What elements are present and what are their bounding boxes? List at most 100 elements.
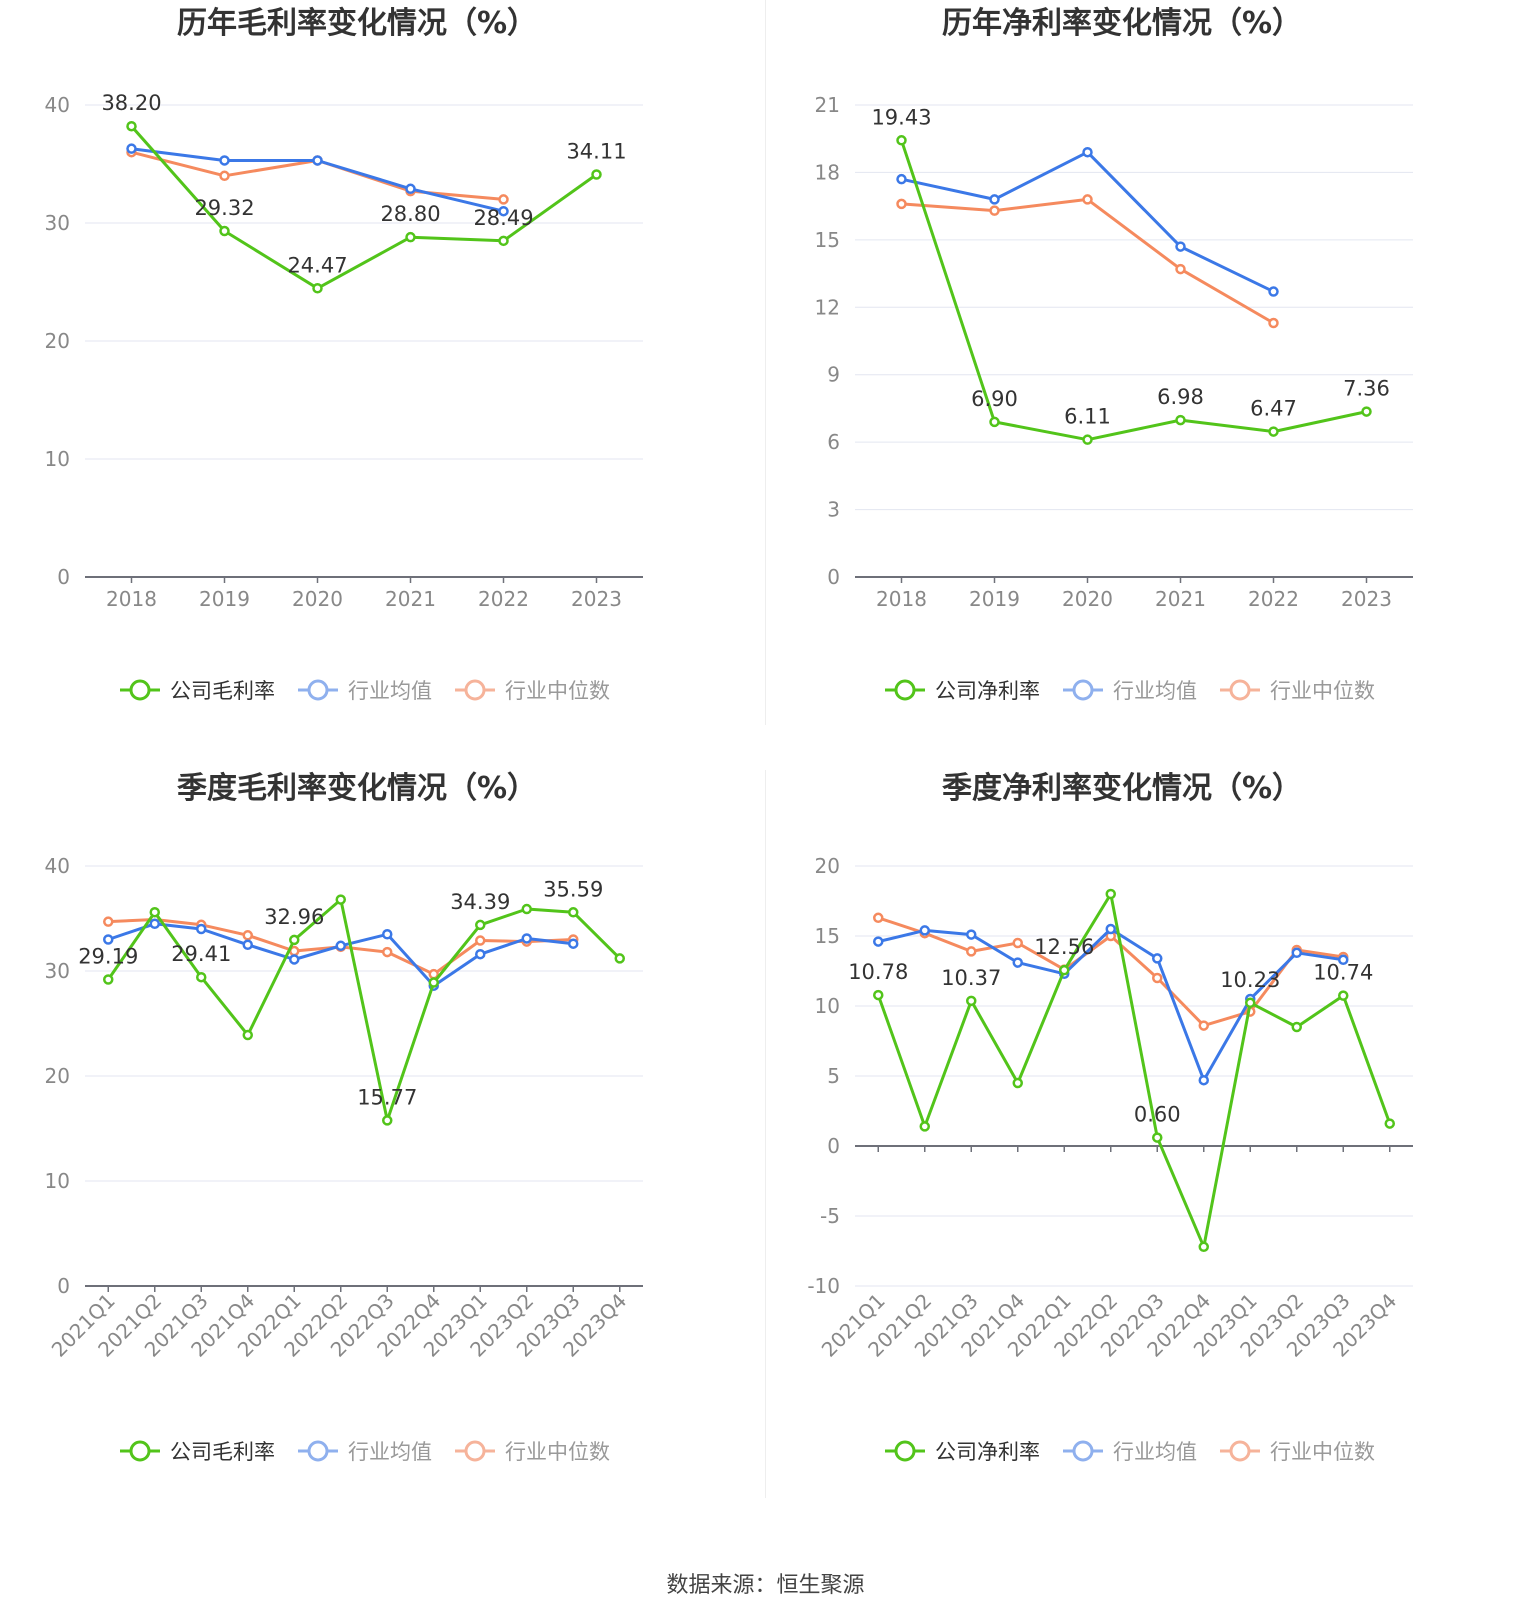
y-tick-label: 0	[57, 565, 70, 589]
divider-top	[765, 0, 766, 725]
data-point	[242, 939, 253, 950]
data-point	[1152, 953, 1163, 964]
chart-svg: 季度毛利率变化情况（%）0102030402021Q12021Q22021Q32…	[45, 771, 643, 1464]
data-label: 15.77	[357, 1085, 417, 1109]
y-tick-label: 30	[45, 211, 70, 235]
y-tick-label: 12	[815, 295, 840, 319]
data-label: 6.98	[1157, 385, 1204, 409]
chart-title: 季度净利率变化情况（%）	[942, 771, 1302, 806]
x-tick-label: 2023	[571, 587, 622, 611]
data-point	[103, 916, 114, 927]
data-point	[591, 169, 602, 180]
data-point	[475, 935, 486, 946]
data-point	[1012, 957, 1023, 968]
series-line	[901, 197, 1275, 325]
data-label: 10.74	[1313, 961, 1373, 985]
data-point	[1175, 414, 1186, 426]
data-point	[335, 894, 346, 905]
data-point	[1175, 263, 1186, 275]
data-point	[896, 173, 907, 185]
data-point	[405, 183, 416, 195]
data-point	[989, 205, 1000, 216]
y-tick-label: 20	[45, 1064, 70, 1088]
x-tick-label: 2022	[478, 587, 529, 611]
data-point	[1198, 1020, 1209, 1031]
legend-label: 行业中位数	[505, 1440, 610, 1464]
chart-title: 历年毛利率变化情况（%）	[177, 6, 537, 41]
data-point	[568, 907, 579, 918]
data-point	[1059, 964, 1070, 976]
legend-marker	[1229, 679, 1251, 701]
data-point	[103, 974, 114, 985]
y-tick-label: -5	[820, 1204, 840, 1228]
chart-svg: 历年毛利率变化情况（%） 0 10 20 30 40 2018 2019 2020 2021 202…	[45, 6, 643, 703]
data-label: 34.39	[450, 890, 510, 914]
data-point	[1291, 947, 1302, 959]
data-point	[1012, 937, 1023, 949]
data-label: 7.36	[1343, 377, 1390, 401]
legend-label: 行业均值	[348, 1440, 432, 1464]
legend-marker	[307, 679, 329, 701]
legend-label: 行业中位数	[1270, 1440, 1375, 1464]
data-point	[242, 1029, 253, 1041]
x-tick-label: 2023	[1341, 587, 1392, 611]
x-tick-label: 2021	[385, 587, 436, 611]
legend-marker	[464, 679, 486, 701]
data-label: 29.32	[194, 196, 254, 220]
data-point	[1175, 241, 1186, 252]
legend-label: 公司净利率	[935, 679, 1040, 703]
data-label: 32.96	[264, 905, 324, 929]
data-point	[219, 225, 230, 237]
legend-label: 行业中位数	[1270, 679, 1375, 703]
data-point	[568, 938, 579, 949]
data-point	[896, 198, 907, 210]
data-point	[149, 906, 160, 918]
data-point	[1105, 923, 1116, 935]
data-point	[498, 235, 509, 247]
legend-label: 公司毛利率	[170, 1440, 275, 1464]
y-tick-label: -10	[807, 1274, 840, 1298]
chart-svg: 历年净利率变化情况（%） 0 3 6 9 12 15 18 21 2018 2019 2020 2021…	[815, 6, 1413, 703]
data-point	[382, 946, 393, 958]
data-point	[498, 205, 509, 217]
data-label: 0.60	[1134, 1103, 1181, 1127]
data-point	[312, 155, 323, 166]
data-label: 10.37	[941, 966, 1001, 990]
data-label: 28.49	[473, 206, 533, 230]
series-line	[876, 892, 1392, 1249]
y-tick-label: 15	[815, 924, 840, 948]
legend-marker	[307, 1440, 329, 1462]
legend-marker	[1072, 679, 1094, 701]
data-point	[989, 416, 1000, 428]
data-point	[1152, 972, 1163, 984]
data-point	[289, 954, 300, 965]
data-point	[219, 170, 230, 182]
data-point	[1198, 1074, 1209, 1086]
data-label: 10.23	[1220, 968, 1280, 992]
y-tick-label: 0	[827, 1134, 840, 1158]
legend-marker	[129, 1440, 151, 1462]
data-label: 12.56	[1034, 935, 1094, 959]
y-tick-label: 0	[57, 1274, 70, 1298]
data-point	[919, 1121, 930, 1132]
y-tick-label: 21	[815, 93, 840, 117]
data-point	[873, 912, 884, 924]
data-point	[1082, 194, 1093, 205]
data-point	[1198, 1241, 1209, 1253]
data-point	[289, 934, 300, 946]
legend-marker	[1229, 1440, 1251, 1462]
data-label: 29.19	[78, 945, 138, 969]
data-point	[614, 953, 625, 964]
data-point	[1338, 954, 1349, 966]
data-label: 6.47	[1250, 397, 1297, 421]
y-tick-label: 5	[827, 1064, 840, 1088]
data-label: 19.43	[871, 105, 931, 129]
data-point	[1384, 1118, 1395, 1129]
x-tick-label: 2018	[876, 587, 927, 611]
data-point	[1268, 426, 1279, 437]
data-point	[1082, 146, 1093, 158]
data-point	[966, 929, 977, 940]
data-point	[475, 948, 486, 960]
data-point	[1338, 990, 1349, 1001]
data-point	[966, 946, 977, 957]
